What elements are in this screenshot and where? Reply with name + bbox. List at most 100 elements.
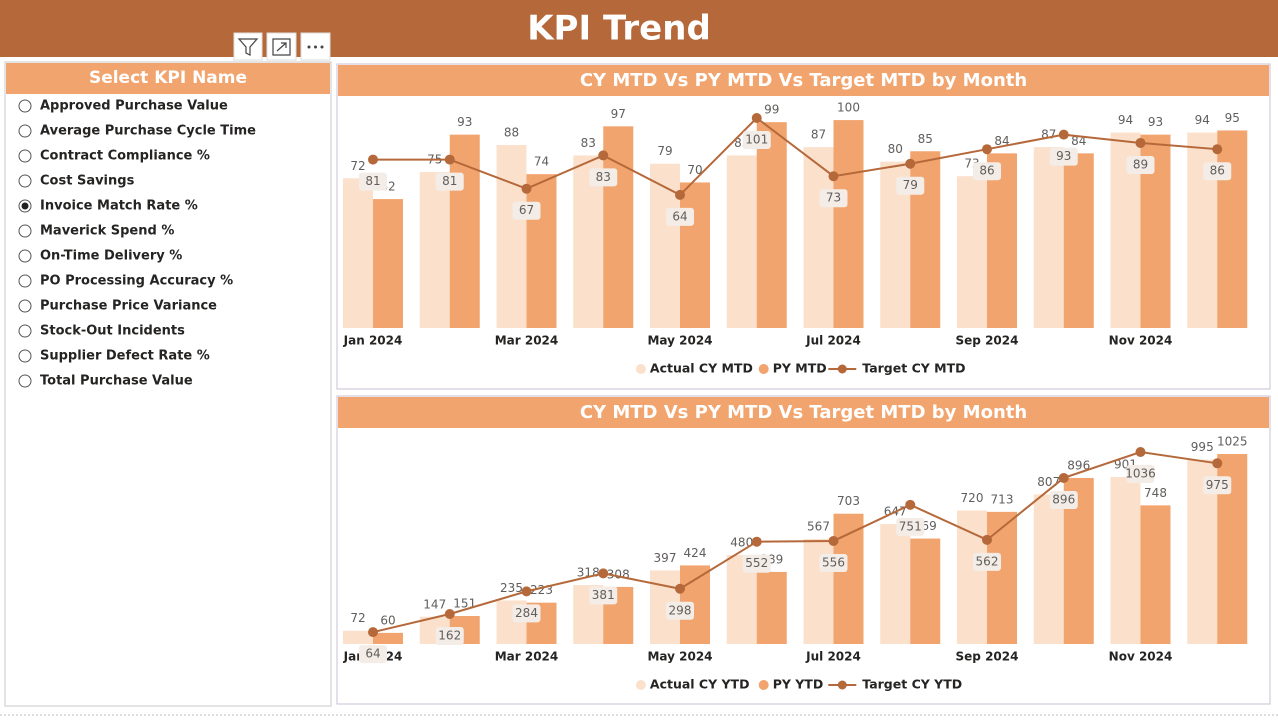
- slicer-title: Select KPI Name: [89, 68, 247, 88]
- radio-button[interactable]: [18, 299, 32, 313]
- legend-label: Actual CY YTD: [650, 677, 750, 692]
- radio-button[interactable]: [18, 174, 32, 188]
- bar: [526, 174, 557, 328]
- bar: [496, 145, 527, 328]
- data-label-box: [1049, 147, 1078, 166]
- slicer-item[interactable]: Invoice Match Rate %: [40, 199, 198, 214]
- line-point: [444, 154, 455, 165]
- bar: [1217, 130, 1248, 328]
- legend-label: PY MTD: [773, 361, 827, 376]
- radio-button[interactable]: [18, 99, 32, 113]
- line-point: [675, 189, 685, 200]
- line-point: [368, 627, 378, 638]
- radio-button[interactable]: [18, 124, 32, 138]
- line-point: [1135, 137, 1146, 148]
- data-label-box: [973, 552, 1001, 571]
- slicer-item[interactable]: Contract Compliance %: [40, 149, 210, 164]
- bar: [833, 120, 864, 328]
- header-bar: [0, 0, 1278, 57]
- line-point: [751, 113, 762, 123]
- data-label: 93: [457, 115, 472, 129]
- slicer-item[interactable]: Average Purchase Cycle Time: [40, 124, 256, 139]
- slicer-item[interactable]: Total Purchase Value: [40, 374, 193, 389]
- legend-marker: [635, 364, 646, 374]
- line-point: [828, 535, 839, 546]
- data-label: 235: [500, 581, 523, 595]
- data-label: 562: [976, 554, 999, 568]
- bar: [726, 155, 757, 328]
- data-label: 552: [745, 556, 768, 570]
- data-label: 162: [438, 628, 461, 642]
- slicer-item[interactable]: Approved Purchase Value: [40, 99, 228, 114]
- data-label: 284: [515, 606, 538, 620]
- radio-button[interactable]: [18, 149, 32, 163]
- data-label-box: [1049, 490, 1078, 509]
- data-label: 97: [611, 107, 626, 121]
- x-tick-label: Jul 2024: [805, 650, 861, 664]
- line-point: [982, 144, 992, 155]
- data-label: 85: [918, 132, 933, 146]
- data-label: 147: [423, 597, 446, 611]
- bar: [1140, 505, 1171, 644]
- chart-title-bar: [338, 65, 1269, 96]
- radio-button[interactable]: [18, 274, 32, 288]
- data-label: 748: [1144, 486, 1167, 500]
- line-point: [521, 586, 532, 597]
- data-label-box: [742, 131, 771, 149]
- data-label: 64: [365, 647, 380, 661]
- data-label: 86: [979, 164, 994, 178]
- data-label: 99: [764, 103, 779, 117]
- legend-marker: [635, 680, 646, 690]
- focus-glyph: [272, 38, 291, 56]
- chart-title: CY MTD Vs PY MTD Vs Target MTD by Month: [580, 70, 1027, 91]
- slicer-item[interactable]: Maverick Spend %: [40, 224, 174, 239]
- line-point: [598, 568, 609, 579]
- data-label-box: [666, 601, 694, 620]
- data-label-box: [896, 176, 925, 195]
- x-tick-label: Sep 2024: [956, 334, 1019, 348]
- slicer-title-bar: [6, 63, 330, 94]
- line-point: [905, 158, 916, 169]
- line-point: [444, 608, 455, 619]
- line-point: [675, 583, 685, 594]
- slicer-item[interactable]: Supplier Defect Rate %: [40, 349, 210, 364]
- radio-button[interactable]: [18, 249, 32, 263]
- data-label: 397: [654, 551, 677, 565]
- data-label: 298: [669, 603, 692, 617]
- radio-button[interactable]: [18, 324, 32, 338]
- data-label: 89: [1133, 157, 1148, 171]
- data-label-box: [1126, 155, 1155, 174]
- bar: [1187, 132, 1218, 328]
- data-label: 101: [745, 133, 768, 147]
- radio-button[interactable]: [18, 349, 32, 363]
- bar: [1110, 477, 1141, 644]
- line-point: [1058, 129, 1069, 140]
- bar: [343, 630, 373, 644]
- line-point: [1135, 447, 1146, 457]
- slicer-item[interactable]: PO Processing Accuracy %: [40, 274, 233, 289]
- slicer-item[interactable]: On-Time Delivery %: [40, 249, 182, 264]
- radio-button[interactable]: [18, 374, 32, 388]
- slicer-item[interactable]: Purchase Price Variance: [40, 299, 217, 314]
- data-label-box: [359, 172, 387, 191]
- data-label: 70: [687, 163, 702, 177]
- x-tick-label: Jul 2024: [805, 334, 861, 348]
- data-label: 480: [730, 536, 753, 550]
- data-label: 79: [657, 144, 672, 158]
- data-label: 995: [1191, 440, 1214, 454]
- slicer-item[interactable]: Stock-Out Incidents: [40, 324, 185, 339]
- data-label: 81: [442, 174, 457, 188]
- data-label: 79: [903, 178, 918, 192]
- line: [373, 116, 1218, 197]
- data-label: 713: [991, 492, 1014, 506]
- bar: [373, 632, 403, 644]
- data-label: 83: [581, 136, 596, 150]
- radio-button[interactable]: [18, 224, 32, 238]
- bar: [803, 147, 834, 328]
- data-label: 74: [534, 155, 549, 169]
- data-label: 72: [350, 159, 365, 173]
- slicer-item[interactable]: Cost Savings: [40, 174, 135, 189]
- legend-label: Actual CY MTD: [650, 361, 753, 376]
- filter-icon[interactable]: [233, 32, 263, 61]
